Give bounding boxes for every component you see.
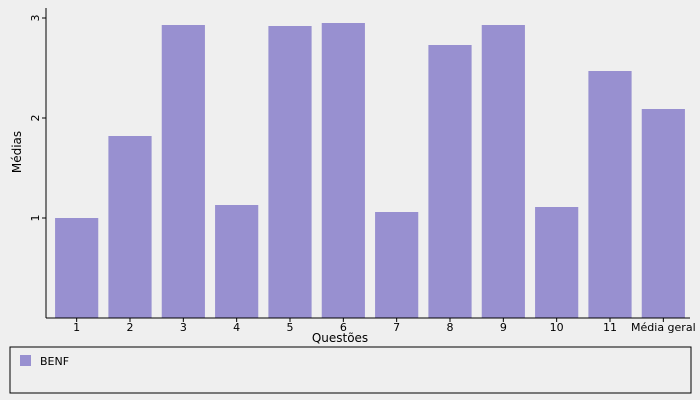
bar-11 [588,71,632,318]
x-tick-label: 11 [603,321,617,334]
x-tick-label: Média geral [631,321,696,334]
bar-8 [428,45,472,318]
bar-Média geral [641,109,685,318]
x-tick-label: 3 [180,321,187,334]
x-tick-label: 1 [73,321,80,334]
y-ticks: 1 2 3 [29,15,46,222]
bar-2 [108,136,152,318]
x-tick-label: 9 [500,321,507,334]
bar-1 [55,218,99,318]
bar-3 [161,25,205,318]
legend-swatch [20,355,31,366]
x-axis-title: Questões [312,331,368,345]
y-axis-title: Médias [10,131,24,173]
y-tick-label: 3 [29,15,42,22]
x-tick-label: 5 [287,321,294,334]
axes-layer [45,8,690,319]
bar-7 [375,212,419,318]
x-tick-label: 4 [233,321,240,334]
y-tick-label: 2 [29,115,42,122]
bar-6 [321,23,365,318]
legend: BENF [9,346,692,394]
bars-layer [55,23,685,318]
bar-9 [481,25,525,318]
x-tick-label: 8 [447,321,454,334]
legend-box [9,346,692,394]
bar-4 [215,205,259,318]
x-tick-label: 6 [340,321,347,334]
x-ticks: 1 2 3 4 5 6 7 8 9 10 11 Média geral [73,318,696,334]
bar-5 [268,26,312,318]
bar-10 [535,207,579,318]
x-tick-label: 2 [127,321,134,334]
x-tick-label: 10 [550,321,564,334]
x-tick-label: 7 [393,321,400,334]
y-tick-label: 1 [29,215,42,222]
legend-label: BENF [40,355,69,368]
